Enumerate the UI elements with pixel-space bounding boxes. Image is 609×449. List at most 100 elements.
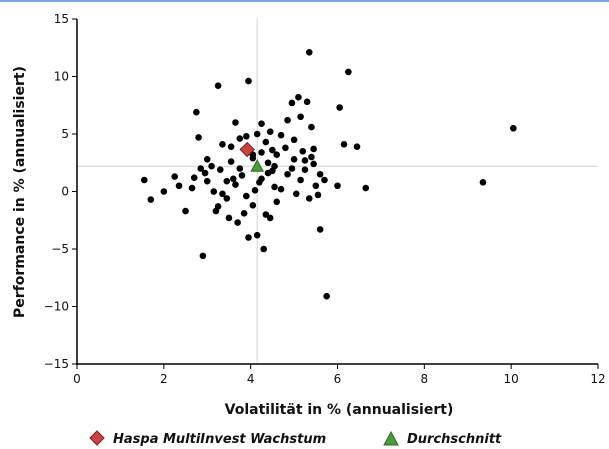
data-point[interactable]	[240, 210, 248, 217]
data-point[interactable]	[227, 143, 235, 150]
data-point[interactable]	[195, 134, 202, 141]
data-point[interactable]	[301, 157, 309, 164]
data-point[interactable]	[160, 188, 168, 195]
data-point[interactable]	[219, 141, 226, 148]
data-point[interactable]	[334, 182, 341, 190]
data-point[interactable]	[232, 119, 239, 126]
data-point[interactable]	[284, 116, 291, 124]
data-point[interactable]	[362, 184, 370, 192]
data-point[interactable]	[277, 131, 285, 139]
data-point[interactable]	[336, 104, 343, 111]
data-point[interactable]	[208, 162, 215, 170]
data-point[interactable]	[301, 166, 309, 173]
data-point[interactable]	[210, 188, 218, 195]
data-point[interactable]	[310, 145, 317, 153]
data-point[interactable]	[308, 123, 315, 131]
data-point[interactable]	[292, 190, 300, 198]
data-point[interactable]	[238, 172, 246, 179]
data-point[interactable]	[271, 162, 278, 170]
data-point[interactable]	[201, 169, 209, 177]
data-point[interactable]	[353, 143, 361, 150]
data-point[interactable]	[253, 130, 261, 138]
data-point[interactable]	[297, 113, 304, 121]
data-point[interactable]	[262, 211, 270, 218]
data-point[interactable]	[258, 175, 265, 183]
data-point[interactable]	[308, 153, 315, 161]
legend-item-average[interactable]: Durchschnitt	[383, 430, 502, 447]
data-point[interactable]	[171, 173, 178, 180]
data-point[interactable]	[323, 292, 330, 300]
data-point[interactable]	[190, 174, 198, 181]
data-point[interactable]	[288, 165, 296, 172]
data-point[interactable]	[297, 176, 304, 184]
fund-point[interactable]	[239, 141, 255, 158]
data-point[interactable]	[203, 156, 211, 163]
data-point[interactable]	[316, 170, 324, 178]
data-point[interactable]	[199, 252, 207, 260]
data-point[interactable]	[225, 214, 233, 222]
data-point[interactable]	[314, 191, 322, 199]
data-point[interactable]	[227, 158, 235, 165]
data-point[interactable]	[264, 169, 272, 177]
data-point[interactable]	[214, 203, 222, 210]
data-point[interactable]	[249, 202, 257, 209]
data-point[interactable]	[260, 245, 267, 253]
data-point[interactable]	[214, 82, 222, 89]
data-point[interactable]	[236, 165, 244, 172]
legend-item-fund[interactable]: Haspa MultiInvest Wachstum	[89, 430, 326, 447]
data-point[interactable]	[288, 99, 296, 107]
data-point[interactable]	[193, 108, 200, 116]
data-point[interactable]	[230, 175, 237, 183]
data-point[interactable]	[197, 165, 205, 172]
average-point[interactable]	[250, 159, 265, 172]
data-point[interactable]	[234, 219, 241, 226]
data-point[interactable]	[303, 98, 311, 106]
data-point[interactable]	[510, 124, 517, 132]
data-point[interactable]	[258, 149, 265, 156]
data-point[interactable]	[223, 195, 231, 202]
data-point[interactable]	[345, 68, 352, 76]
data-point[interactable]	[243, 192, 250, 200]
data-point[interactable]	[340, 141, 348, 148]
data-point[interactable]	[232, 181, 239, 188]
data-point[interactable]	[273, 151, 281, 158]
data-point[interactable]	[223, 177, 231, 185]
data-point[interactable]	[175, 182, 183, 190]
data-point[interactable]	[266, 128, 274, 135]
x-tick-label: 10	[504, 372, 519, 386]
data-point[interactable]	[245, 234, 252, 241]
data-point[interactable]	[310, 160, 317, 168]
data-point[interactable]	[290, 156, 298, 163]
data-point[interactable]	[216, 166, 224, 173]
data-point[interactable]	[249, 154, 257, 162]
data-point[interactable]	[243, 133, 250, 140]
data-point[interactable]	[299, 147, 307, 155]
data-point[interactable]	[273, 198, 281, 206]
data-point[interactable]	[316, 226, 324, 233]
data-point[interactable]	[262, 138, 270, 146]
data-point[interactable]	[295, 93, 302, 101]
data-point[interactable]	[479, 179, 487, 186]
data-point[interactable]	[277, 185, 285, 193]
data-point[interactable]	[282, 144, 289, 152]
data-point[interactable]	[245, 77, 252, 85]
data-point[interactable]	[188, 184, 196, 192]
data-point[interactable]	[236, 135, 244, 142]
data-point[interactable]	[253, 231, 261, 239]
data-point[interactable]	[321, 176, 328, 184]
data-point[interactable]	[258, 120, 265, 127]
data-point[interactable]	[269, 146, 276, 154]
data-point[interactable]	[219, 190, 226, 198]
data-point[interactable]	[271, 183, 278, 191]
data-point[interactable]	[251, 187, 259, 194]
data-point[interactable]	[182, 207, 189, 215]
data-point[interactable]	[305, 195, 313, 202]
data-point[interactable]	[264, 159, 272, 167]
data-point[interactable]	[290, 136, 298, 144]
data-point[interactable]	[203, 177, 211, 185]
data-point[interactable]	[284, 170, 291, 178]
data-point[interactable]	[312, 182, 320, 190]
data-point[interactable]	[147, 196, 155, 203]
data-point[interactable]	[305, 49, 313, 56]
data-point[interactable]	[140, 176, 148, 184]
